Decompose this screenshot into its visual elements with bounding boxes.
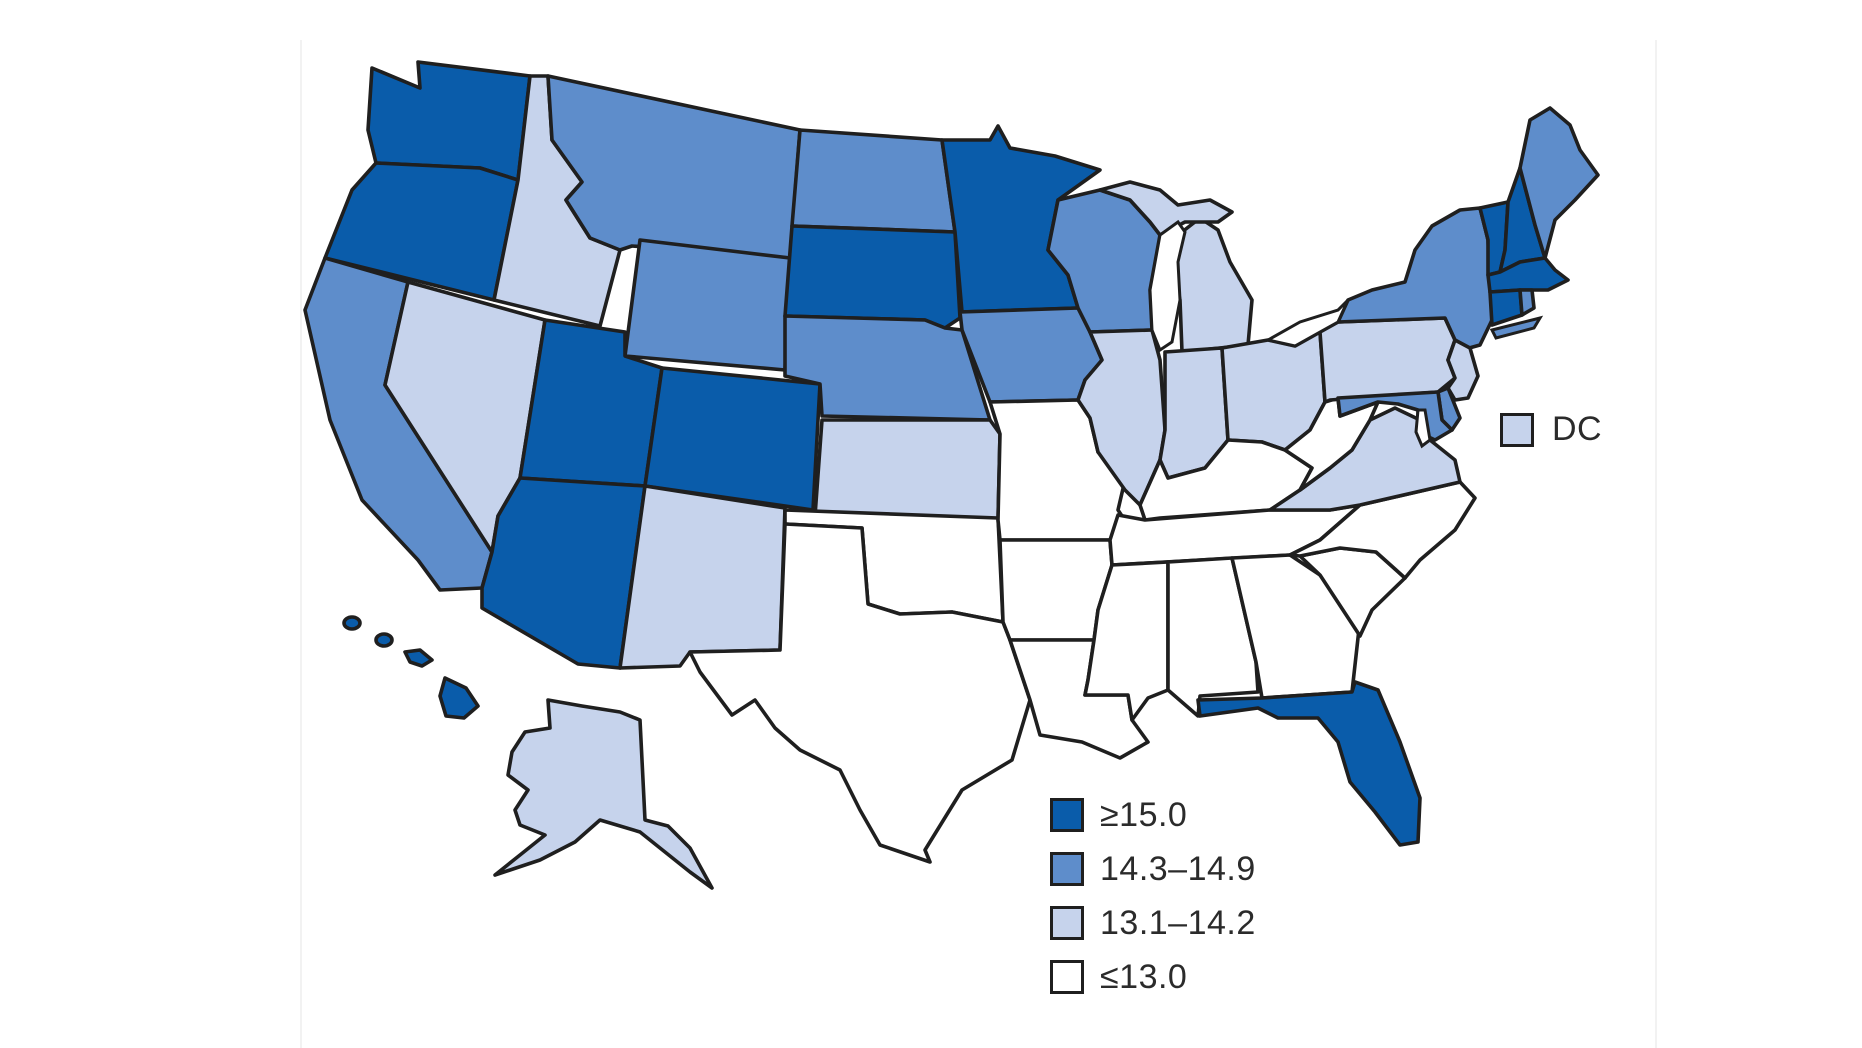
long-island xyxy=(1489,315,1544,340)
legend-swatch-2 xyxy=(1050,852,1084,886)
dc-key: DC xyxy=(1500,410,1602,449)
state-mt[interactable] xyxy=(546,74,802,260)
legend-item-4: ≤13.0 xyxy=(1050,957,1256,997)
dc-swatch[interactable] xyxy=(1500,412,1534,447)
state-ak[interactable] xyxy=(493,698,714,890)
state-fl[interactable] xyxy=(1196,680,1422,847)
state-ga[interactable] xyxy=(1230,553,1362,700)
legend-swatch-1 xyxy=(1050,798,1084,832)
state-sd[interactable] xyxy=(783,224,962,330)
legend-label-1: ≥15.0 xyxy=(1100,795,1188,834)
right-frame-edge xyxy=(1655,40,1657,1048)
state-nd[interactable] xyxy=(790,128,957,234)
legend-item-2: 14.3–14.9 xyxy=(1050,849,1256,889)
state-ri[interactable] xyxy=(1518,288,1536,317)
legend: ≥15.0 14.3–14.9 13.1–14.2 ≤13.0 xyxy=(1050,795,1256,997)
state-nm[interactable] xyxy=(618,484,787,670)
state-pa[interactable] xyxy=(1318,316,1457,404)
state-hi-big-island[interactable] xyxy=(438,676,480,720)
state-nc[interactable] xyxy=(1288,480,1477,580)
lake-erie xyxy=(1263,298,1350,348)
state-wy[interactable] xyxy=(623,238,792,372)
state-ks[interactable] xyxy=(813,418,1002,522)
legend-label-4: ≤13.0 xyxy=(1100,957,1188,996)
state-hi-maui[interactable] xyxy=(403,648,434,668)
chesapeake-bay xyxy=(1414,408,1432,449)
legend-item-3: 13.1–14.2 xyxy=(1050,903,1256,943)
legend-swatch-4 xyxy=(1050,960,1084,994)
state-ct[interactable] xyxy=(1488,288,1524,327)
state-tx[interactable] xyxy=(688,522,1032,864)
state-mi-upper[interactable] xyxy=(1098,180,1234,237)
state-az[interactable] xyxy=(480,476,647,670)
state-il[interactable] xyxy=(1076,328,1167,507)
dc-label: DC xyxy=(1552,410,1603,448)
legend-swatch-3 xyxy=(1050,906,1084,940)
left-frame-edge xyxy=(300,40,302,1048)
legend-label-2: 14.3–14.9 xyxy=(1100,849,1256,888)
state-nj[interactable] xyxy=(1446,338,1480,402)
legend-label-3: 13.1–14.2 xyxy=(1100,903,1256,942)
state-hi-oahu[interactable] xyxy=(374,632,394,648)
state-hi-kauai[interactable] xyxy=(342,615,362,631)
legend-item-1: ≥15.0 xyxy=(1050,795,1256,835)
lake-michigan xyxy=(1148,219,1187,353)
state-me[interactable] xyxy=(1518,106,1600,260)
